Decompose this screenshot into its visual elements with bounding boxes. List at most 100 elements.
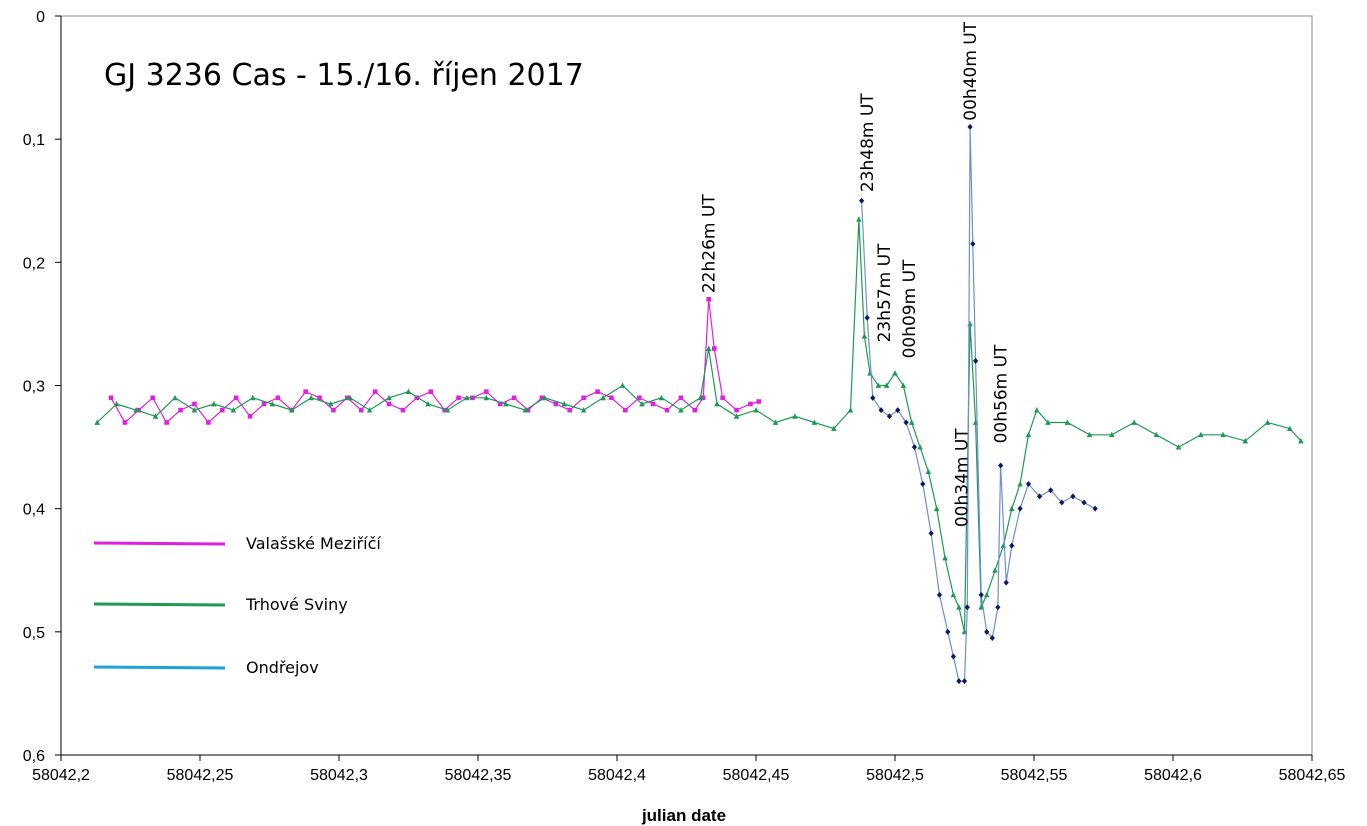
data-point bbox=[989, 634, 995, 641]
data-point bbox=[900, 382, 907, 388]
chart-title: GJ 3236 Cas - 15./16. říjen 2017 bbox=[104, 58, 584, 93]
data-point bbox=[619, 382, 626, 388]
data-point bbox=[950, 591, 957, 598]
data-point bbox=[978, 604, 984, 610]
data-point bbox=[639, 400, 645, 407]
legend-swatch bbox=[93, 665, 226, 670]
data-point bbox=[847, 407, 854, 413]
data-point bbox=[609, 395, 614, 401]
axis-layer: 58042,2 58042,25 58042,3 58042,35 58042,4 580… bbox=[23, 9, 1346, 784]
data-point bbox=[1033, 407, 1040, 413]
x-tick-label: 58042,2 bbox=[32, 767, 90, 784]
data-point bbox=[425, 400, 431, 407]
data-point bbox=[347, 394, 353, 401]
data-point bbox=[247, 413, 253, 419]
data-point bbox=[1070, 493, 1076, 500]
data-point bbox=[211, 400, 217, 407]
data-point bbox=[961, 678, 968, 685]
data-point bbox=[483, 394, 490, 401]
legend-label: Valašské Meziříčí bbox=[246, 534, 381, 553]
data-point bbox=[636, 395, 642, 401]
data-point bbox=[692, 407, 698, 413]
data-point bbox=[219, 407, 225, 413]
x-tick-label: 58042,6 bbox=[1144, 767, 1202, 784]
data-point bbox=[714, 400, 720, 407]
data-point bbox=[345, 395, 350, 401]
x-tick-label: 58042,4 bbox=[588, 767, 646, 784]
data-point bbox=[859, 197, 865, 204]
data-point bbox=[1036, 493, 1043, 500]
data-point bbox=[1242, 437, 1249, 444]
data-point bbox=[308, 394, 314, 401]
data-point bbox=[1131, 419, 1137, 425]
data-point bbox=[567, 407, 573, 413]
data-point bbox=[108, 395, 114, 401]
y-tick-label: 0,5 bbox=[23, 625, 45, 642]
data-point bbox=[525, 407, 531, 413]
data-point bbox=[386, 394, 392, 401]
legend-label: Ondřejov bbox=[246, 658, 319, 677]
data-point bbox=[1059, 499, 1065, 506]
data-point bbox=[658, 394, 665, 401]
data-point bbox=[152, 413, 159, 419]
x-axis-title: julian date bbox=[641, 806, 726, 825]
data-point bbox=[133, 407, 139, 413]
data-point bbox=[327, 400, 334, 407]
data-point bbox=[191, 407, 198, 413]
data-point bbox=[541, 394, 548, 401]
data-point bbox=[998, 462, 1004, 469]
x-tick-label: 58042,3 bbox=[310, 767, 368, 784]
data-point bbox=[992, 567, 998, 573]
data-point bbox=[456, 395, 461, 401]
x-tick-label: 58042,35 bbox=[445, 767, 512, 784]
data-point bbox=[303, 389, 308, 394]
data-point bbox=[864, 314, 870, 321]
data-point bbox=[1017, 481, 1023, 487]
annotation-label: 00h09m UT bbox=[900, 259, 920, 358]
annotation-label: 00h34m UT bbox=[953, 428, 973, 527]
data-point bbox=[720, 395, 725, 401]
y-tick-label: 0,1 bbox=[23, 132, 45, 149]
data-point bbox=[883, 382, 890, 388]
data-point bbox=[700, 395, 706, 401]
data-point bbox=[706, 296, 712, 302]
data-point bbox=[712, 346, 717, 351]
data-point bbox=[678, 407, 684, 413]
y-tick-label: 0 bbox=[36, 9, 45, 26]
data-point bbox=[756, 399, 762, 404]
data-point bbox=[942, 554, 948, 561]
data-point bbox=[911, 444, 918, 451]
data-point bbox=[1045, 419, 1051, 425]
data-point bbox=[581, 395, 586, 401]
legend-swatch bbox=[93, 602, 226, 607]
data-point bbox=[1220, 431, 1226, 438]
y-tick-label: 0,4 bbox=[23, 502, 45, 519]
data-point bbox=[233, 395, 239, 401]
data-point bbox=[831, 425, 837, 432]
annotation-label: 23h57m UT bbox=[875, 243, 895, 342]
data-point bbox=[967, 123, 973, 130]
data-point bbox=[94, 419, 100, 425]
data-point bbox=[250, 394, 256, 401]
data-point bbox=[936, 591, 943, 598]
data-point bbox=[908, 419, 915, 425]
data-point bbox=[697, 394, 704, 401]
data-point bbox=[1017, 505, 1023, 512]
data-point bbox=[503, 400, 509, 407]
y-tick-label: 0,2 bbox=[23, 255, 45, 272]
data-point bbox=[400, 407, 406, 413]
data-point bbox=[484, 389, 489, 394]
data-point bbox=[386, 401, 392, 407]
data-point bbox=[920, 481, 926, 488]
data-point bbox=[1025, 431, 1032, 438]
x-tick-label: 58042,55 bbox=[1001, 767, 1068, 784]
data-point bbox=[870, 394, 876, 401]
data-point bbox=[1086, 431, 1093, 438]
x-tick-label: 58042,5 bbox=[866, 767, 924, 784]
data-point bbox=[539, 395, 545, 401]
data-point bbox=[358, 407, 364, 413]
annotation-label: 22h26m UT bbox=[700, 194, 720, 293]
data-point bbox=[1025, 481, 1032, 488]
data-point bbox=[150, 395, 156, 401]
